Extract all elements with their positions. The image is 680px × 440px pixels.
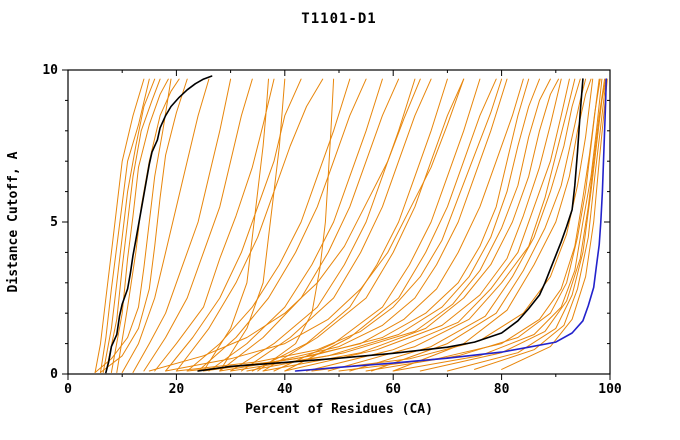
model-48 xyxy=(446,78,607,372)
model-37 xyxy=(284,78,562,372)
model-26 xyxy=(273,78,481,372)
model-16 xyxy=(219,78,286,372)
model-19 xyxy=(197,78,367,372)
model-43 xyxy=(311,78,594,372)
model-31 xyxy=(186,78,508,372)
model-03 xyxy=(102,78,156,373)
model-10 xyxy=(132,78,232,373)
model-23 xyxy=(240,78,432,372)
model-46 xyxy=(392,78,603,372)
model-11 xyxy=(143,78,253,372)
y-tick-label: 5 xyxy=(50,215,58,230)
model-39 xyxy=(327,78,576,372)
model-33 xyxy=(219,78,530,372)
model-47 xyxy=(419,78,606,372)
model-02 xyxy=(100,78,150,373)
chart-title: T1101-D1 xyxy=(301,11,376,27)
model-14 xyxy=(175,78,324,372)
model-05 xyxy=(110,78,169,373)
model-35 xyxy=(246,78,551,372)
model-29 xyxy=(165,78,465,372)
model-28 xyxy=(148,78,421,372)
model-07 xyxy=(94,78,172,373)
model-30 xyxy=(175,78,503,372)
model-27 xyxy=(284,78,497,372)
model-41 xyxy=(371,78,587,372)
x-tick-label: 0 xyxy=(64,382,72,397)
model-42 xyxy=(392,78,592,372)
model-15 xyxy=(203,78,269,372)
model-01 xyxy=(94,78,145,373)
model-38 xyxy=(306,78,570,372)
model-06 xyxy=(116,78,180,373)
x-tick-label: 40 xyxy=(277,382,293,397)
reference-curve-left xyxy=(105,75,213,374)
model-25 xyxy=(262,78,465,372)
x-tick-label: 20 xyxy=(169,382,185,397)
model-20 xyxy=(208,78,383,372)
model-45 xyxy=(365,78,600,372)
model-22 xyxy=(230,78,416,372)
model-21 xyxy=(219,78,400,372)
model-40 xyxy=(349,78,581,372)
model-09 xyxy=(121,78,210,373)
model-34 xyxy=(230,78,540,372)
x-axis-label: Percent of Residues (CA) xyxy=(245,402,433,417)
axis-ticks xyxy=(62,69,611,380)
curves-layer xyxy=(94,75,608,374)
y-tick-label: 0 xyxy=(50,367,58,382)
axis-tick-labels: 0 20 40 60 80 100 0 5 10 xyxy=(42,63,622,397)
best-model-curve xyxy=(294,78,608,372)
model-04 xyxy=(105,78,161,373)
model-24 xyxy=(251,78,448,372)
model-36 xyxy=(262,78,559,372)
x-tick-label: 100 xyxy=(598,382,622,397)
model-18 xyxy=(186,78,351,372)
x-tick-label: 80 xyxy=(494,382,510,397)
model-08 xyxy=(100,78,188,373)
model-12 xyxy=(154,78,275,372)
model-13 xyxy=(165,78,302,372)
y-tick-label: 10 xyxy=(42,63,58,78)
x-tick-label: 60 xyxy=(385,382,401,397)
reference-curve-right xyxy=(197,78,584,372)
y-axis-label: Distance Cutoff, A xyxy=(6,151,21,292)
model-17 xyxy=(257,78,335,372)
